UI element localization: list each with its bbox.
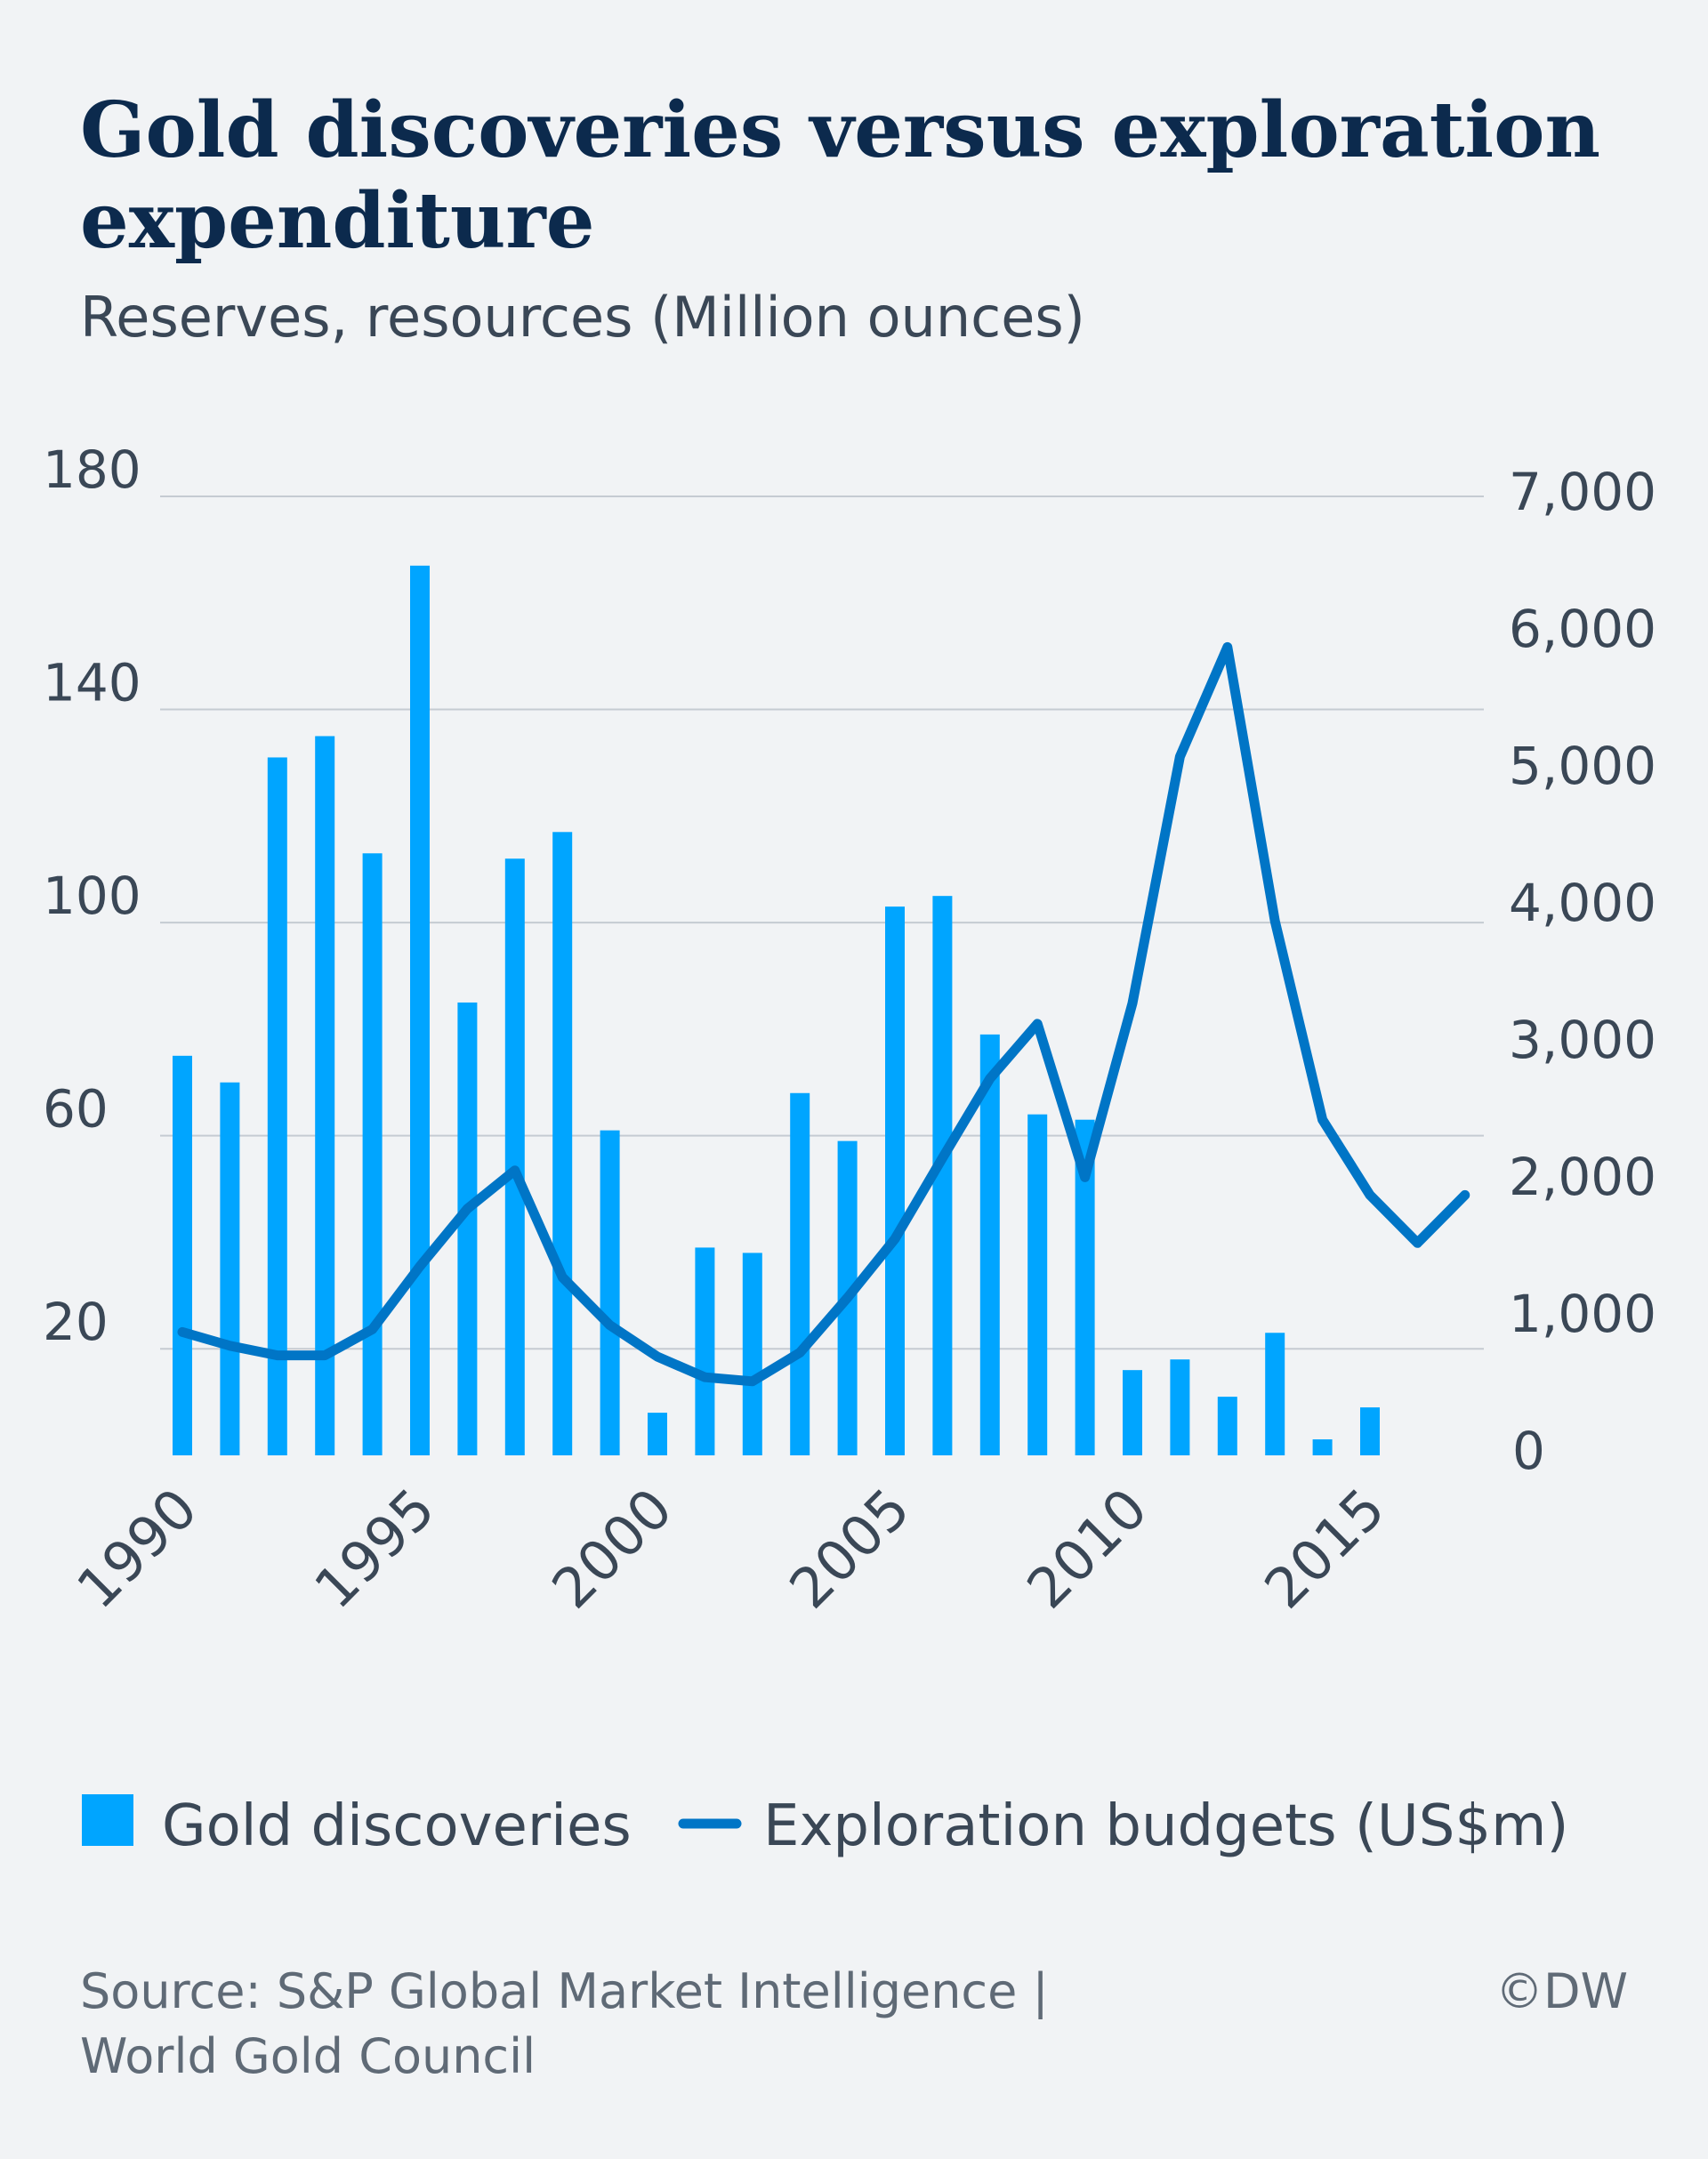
bar <box>1123 1370 1142 1455</box>
bar <box>362 853 383 1455</box>
bar <box>979 1034 1000 1455</box>
bar <box>220 1082 240 1455</box>
chart-title-line1: Gold discoveries versus exploration <box>80 85 1600 175</box>
x-axis: 1990 1995 2000 2005 2010 2015 <box>64 1476 1397 1621</box>
bar <box>552 832 573 1455</box>
bar <box>932 896 953 1455</box>
right-axis-tick-label: 1,000 <box>1509 1284 1656 1344</box>
x-axis-tick-label: 2015 <box>1252 1476 1397 1621</box>
bar <box>1075 1119 1095 1455</box>
source-line1: Source: S&P Global Market Intelligence | <box>80 1963 1049 2019</box>
exploration-budget-line <box>177 641 1470 1387</box>
bar <box>1170 1359 1190 1455</box>
left-axis-tick-label: 140 <box>43 653 141 713</box>
legend-line-label: Exploration budgets (US$m) <box>763 1793 1568 1859</box>
bar <box>1027 1114 1048 1455</box>
line-series <box>177 641 1470 1387</box>
right-axis: 0 1,000 2,000 3,000 4,000 5,000 6,000 7,000 <box>1509 462 1656 1481</box>
x-axis-tick-label: 1995 <box>302 1476 447 1621</box>
left-axis-tick-label: 60 <box>43 1079 109 1140</box>
left-axis: 20 60 100 140 180 <box>43 439 141 1352</box>
right-axis-tick-label: 0 <box>1512 1421 1545 1481</box>
bar <box>1312 1439 1333 1455</box>
x-axis-tick-label: 1990 <box>64 1476 209 1621</box>
bar <box>742 1253 762 1455</box>
bar <box>410 565 430 1455</box>
left-axis-tick-label: 100 <box>43 866 141 926</box>
gridlines <box>160 495 1484 1350</box>
bar <box>1360 1407 1380 1455</box>
right-axis-tick-label: 7,000 <box>1509 462 1656 522</box>
right-axis-tick-label: 3,000 <box>1509 1010 1656 1070</box>
x-axis-tick-label: 2000 <box>539 1476 684 1621</box>
chart-title-line2: expenditure <box>80 176 594 266</box>
x-axis-tick-label: 2010 <box>1014 1476 1159 1621</box>
bar <box>173 1055 192 1455</box>
bar <box>600 1130 620 1455</box>
right-axis-tick-label: 5,000 <box>1509 736 1656 796</box>
right-axis-tick-label: 4,000 <box>1509 873 1656 933</box>
legend: Gold discoveries Exploration budgets (US… <box>82 1793 1568 1859</box>
x-axis-tick-label: 2005 <box>777 1476 922 1621</box>
left-axis-tick-label: 20 <box>43 1292 109 1352</box>
bar <box>504 858 525 1455</box>
source-line2: World Gold Council <box>80 2028 536 2084</box>
left-axis-tick-label: 180 <box>43 439 141 500</box>
bar <box>315 736 335 1455</box>
bar <box>790 1092 810 1455</box>
chart-subtitle: Reserves, resources (Million ounces) <box>80 285 1085 350</box>
right-axis-tick-label: 2,000 <box>1509 1147 1656 1207</box>
bar <box>1217 1397 1237 1455</box>
bar <box>267 757 287 1455</box>
bar <box>457 1002 478 1455</box>
bar <box>695 1247 715 1455</box>
legend-bar-swatch <box>82 1794 133 1846</box>
bar <box>1265 1333 1285 1455</box>
legend-bar-label: Gold discoveries <box>162 1793 632 1859</box>
bar-series <box>173 565 1380 1455</box>
right-axis-tick-label: 6,000 <box>1509 599 1656 659</box>
credit-dw: ©DW <box>1495 1963 1628 2019</box>
bar <box>885 906 905 1455</box>
bar <box>648 1413 667 1455</box>
